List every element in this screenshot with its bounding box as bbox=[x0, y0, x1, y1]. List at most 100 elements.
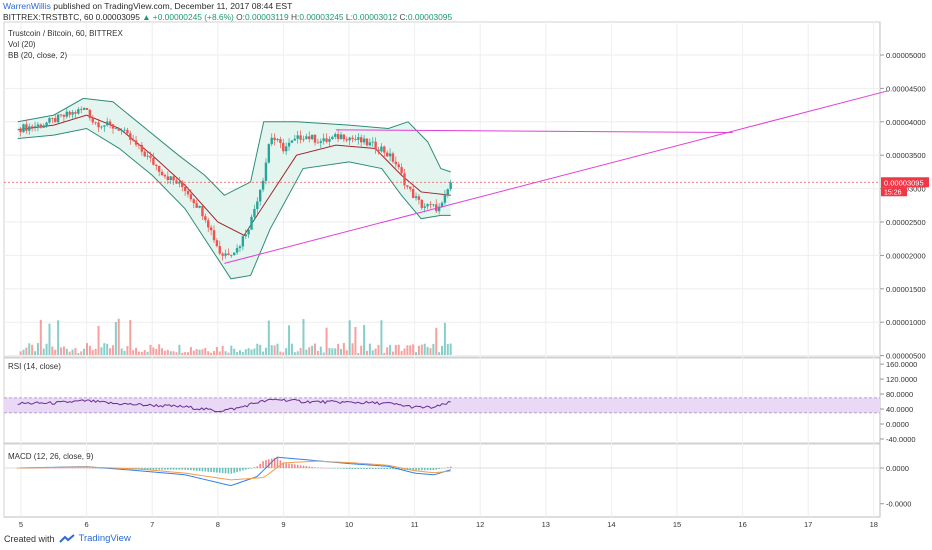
volume-bar bbox=[334, 348, 337, 355]
macd-histogram-bar bbox=[345, 468, 348, 469]
volume-bar bbox=[325, 327, 328, 355]
macd-histogram-bar bbox=[366, 468, 368, 470]
candle-body bbox=[293, 138, 297, 141]
macd-histogram-bar bbox=[276, 457, 279, 468]
candle-body bbox=[163, 174, 167, 177]
candle-body bbox=[360, 137, 363, 143]
macd-histogram-bar bbox=[348, 468, 351, 470]
candle-body bbox=[230, 255, 233, 256]
macd-histogram-bar bbox=[45, 467, 48, 469]
volume-bar bbox=[117, 318, 120, 355]
macd-histogram-bar bbox=[233, 468, 235, 473]
macd-histogram-bar bbox=[169, 468, 172, 470]
pane-frame bbox=[3, 443, 881, 518]
volume-bar bbox=[238, 350, 241, 355]
candle-body bbox=[377, 149, 380, 152]
volume-bar bbox=[34, 351, 37, 355]
volume-bar bbox=[290, 343, 293, 355]
candle-body bbox=[227, 253, 230, 256]
volume-bar bbox=[192, 350, 195, 355]
candle-body bbox=[235, 248, 239, 253]
volume-bar bbox=[187, 352, 190, 355]
candle-body bbox=[25, 124, 28, 131]
candle-body bbox=[54, 118, 57, 123]
macd-histogram-bar bbox=[340, 468, 342, 469]
candle-body bbox=[241, 236, 245, 247]
volume-bar bbox=[389, 344, 392, 355]
author-link[interactable]: WarrenWillis bbox=[3, 1, 51, 11]
volume-bar bbox=[210, 352, 213, 355]
macd-histogram-bar bbox=[94, 468, 97, 469]
candle-body bbox=[334, 134, 337, 137]
volume-bar bbox=[308, 347, 311, 355]
macd-histogram-bar bbox=[354, 468, 357, 470]
macd-histogram-bar bbox=[250, 468, 253, 469]
candle-body bbox=[233, 252, 236, 256]
last-price: 0.00003095 bbox=[95, 12, 140, 22]
x-tick-label: 13 bbox=[542, 520, 550, 529]
macd-histogram-bar bbox=[236, 468, 238, 473]
candle-body bbox=[140, 144, 144, 152]
volume-bar bbox=[178, 344, 181, 355]
candle-body bbox=[446, 189, 449, 195]
volume-bar bbox=[394, 344, 397, 355]
volume-bar bbox=[262, 351, 265, 355]
volume-bar bbox=[195, 349, 198, 355]
candle-body bbox=[178, 181, 181, 184]
macd-histogram-bar bbox=[392, 468, 394, 470]
candle-body bbox=[129, 133, 132, 140]
x-tick-label: 9 bbox=[281, 520, 285, 529]
published-text: published on TradingView.com, December 1… bbox=[53, 1, 293, 11]
candle-body bbox=[388, 153, 392, 157]
macd-histogram-bar bbox=[438, 468, 440, 470]
macd-histogram-bar bbox=[322, 467, 325, 469]
volume-bar bbox=[175, 352, 178, 355]
volume-bar bbox=[198, 349, 201, 355]
macd-histogram-bar bbox=[288, 463, 290, 468]
candle-body bbox=[383, 146, 386, 153]
volume-bar bbox=[31, 344, 34, 355]
macd-histogram-bar bbox=[435, 468, 438, 470]
candle-body bbox=[111, 124, 115, 129]
macd-histogram-bar bbox=[412, 468, 414, 471]
macd-histogram-bar bbox=[273, 457, 276, 468]
macd-histogram-bar bbox=[74, 467, 77, 469]
macd-histogram-bar bbox=[213, 468, 215, 473]
volume-bar bbox=[57, 320, 60, 355]
candle-body bbox=[258, 189, 262, 202]
candle-body bbox=[131, 139, 135, 141]
rsi-pane-title: RSI (14, close) bbox=[8, 362, 61, 371]
volume-bar bbox=[166, 349, 169, 355]
candle-body bbox=[256, 201, 259, 209]
macd-histogram-bar bbox=[239, 468, 241, 472]
candle-body bbox=[169, 176, 172, 181]
macd-histogram-bar bbox=[80, 467, 83, 469]
candle-body bbox=[302, 138, 305, 140]
price-tick-label: 0.00004000 bbox=[886, 118, 926, 127]
candle-body bbox=[287, 142, 291, 147]
volume-bar bbox=[184, 352, 187, 355]
candle-body bbox=[215, 240, 219, 247]
candle-body bbox=[409, 186, 412, 189]
volume-bar bbox=[132, 350, 135, 355]
candle-body bbox=[414, 196, 418, 198]
volume-bar bbox=[140, 351, 143, 355]
main-pane-title: Trustcoin / Bitcoin, 60, BITTREX bbox=[8, 29, 124, 38]
volume-bar bbox=[28, 343, 31, 355]
volume-bar bbox=[351, 343, 354, 355]
price-tick-label: 0.00001000 bbox=[886, 318, 926, 327]
macd-histogram-bar bbox=[198, 468, 201, 471]
volume-bar bbox=[443, 322, 446, 355]
candle-body bbox=[137, 144, 141, 146]
tradingview-brand[interactable]: TradingView bbox=[78, 533, 131, 544]
candle-body bbox=[218, 246, 221, 254]
candle-body bbox=[365, 138, 369, 146]
macd-histogram-bar bbox=[429, 468, 432, 471]
candle-body bbox=[348, 137, 351, 141]
candle-body bbox=[91, 118, 94, 123]
macd-histogram-bar bbox=[143, 468, 146, 470]
x-tick-label: 17 bbox=[804, 520, 812, 529]
volume-bar bbox=[449, 343, 452, 355]
candle-body bbox=[146, 155, 149, 157]
